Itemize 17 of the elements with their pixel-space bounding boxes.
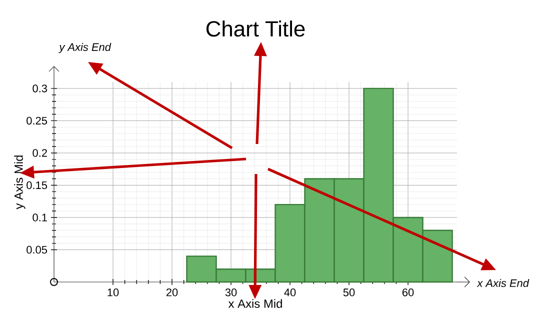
y-tick-label: 0.05	[26, 246, 48, 254]
y-tick-label: 0.15	[26, 181, 48, 190]
x-tick-label: 60	[402, 288, 414, 296]
y-tick-label: 0.3	[32, 84, 48, 92]
y-axis-title: y Axis Mid	[14, 156, 26, 210]
x-tick-label: 10	[108, 288, 119, 296]
x-axis-title: x Axis Mid	[228, 299, 282, 308]
text: y Axis End	[58, 42, 112, 54]
x-tick-label: 30	[225, 288, 237, 296]
x-tick-label: 20	[166, 288, 178, 296]
y-tick-label: 0.25	[26, 116, 48, 125]
x-tick-label: 40	[284, 288, 296, 296]
y-tick-label: 0.1	[32, 214, 47, 222]
x-tick-label: 50	[343, 288, 355, 296]
chart-title: Chart Title	[206, 20, 305, 37]
text: x Axis End	[476, 278, 530, 288]
y-tick-label: 0.2	[32, 149, 47, 157]
